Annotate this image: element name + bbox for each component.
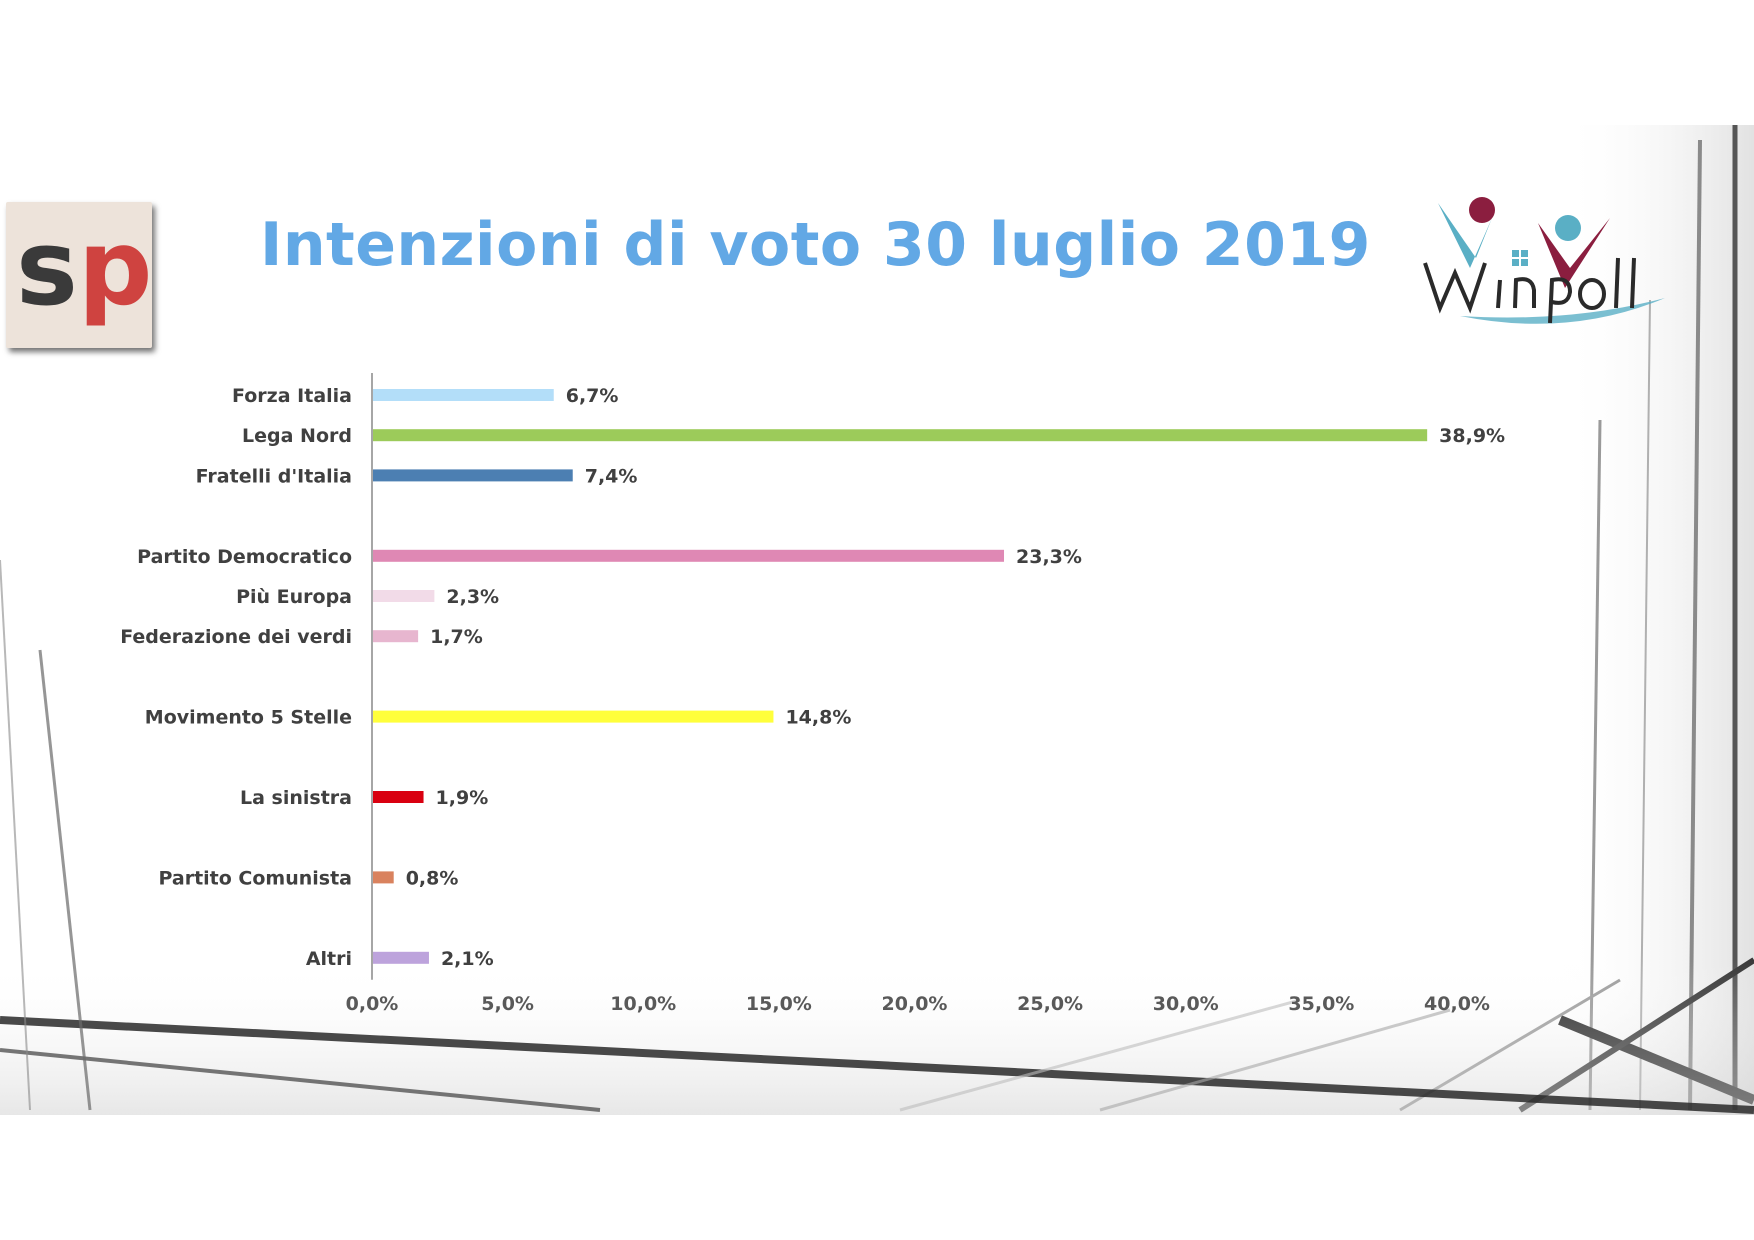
bar-lega-nord [372, 429, 1428, 442]
winpoll-logo [1423, 197, 1665, 324]
bar-partito-comunista [372, 871, 394, 884]
bars-group [372, 389, 1428, 964]
value-labels-group: 6,7% 38,9% 7,4% 23,3% 2,3% 1,7% 14,8% 1,9% 0,8% 2… [406, 385, 1505, 970]
category-label-movimento-5-stelle: Movimento 5 Stelle [145, 707, 352, 729]
x-tick-label: 20,0% [882, 993, 948, 1015]
bar-movimento-5-stelle [372, 710, 774, 723]
sp-logo: s p [6, 202, 152, 348]
category-label-federazione-dei-verdi: Federazione dei verdi [120, 626, 352, 648]
value-label-lega-nord: 38,9% [1439, 425, 1505, 447]
x-tick-label: 35,0% [1288, 993, 1354, 1015]
x-axis-ticks-group: 0,0% 5,0% 10,0% 15,0% 20,0% 25,0% 30,0% 35,0% 40… [346, 993, 1490, 1015]
bar-pi-europa [372, 590, 435, 602]
category-label-partito-comunista: Partito Comunista [158, 867, 352, 889]
bar-fratelli-d-italia [372, 469, 573, 482]
category-label-partito-democratico: Partito Democratico [137, 546, 352, 568]
category-label-pi-europa: Più Europa [236, 586, 352, 608]
sp-logo-p: p [78, 207, 153, 329]
category-label-la-sinistra: La sinistra [240, 787, 352, 809]
sp-logo-s: s [16, 207, 78, 329]
value-label-federazione-dei-verdi: 1,7% [430, 626, 483, 648]
x-tick-label: 40,0% [1424, 993, 1490, 1015]
x-tick-label: 30,0% [1153, 993, 1219, 1015]
bar-federazione-dei-verdi [372, 630, 419, 643]
x-tick-label: 0,0% [346, 993, 399, 1015]
value-label-fratelli-d-italia: 7,4% [585, 465, 638, 487]
category-label-lega-nord: Lega Nord [242, 425, 352, 447]
bar-partito-democratico [372, 549, 1005, 562]
bar-la-sinistra [372, 791, 424, 803]
value-label-movimento-5-stelle: 14,8% [785, 707, 851, 729]
value-label-partito-comunista: 0,8% [406, 867, 459, 889]
category-label-fratelli-d-italia: Fratelli d'Italia [196, 465, 352, 487]
value-label-la-sinistra: 1,9% [436, 787, 489, 809]
category-label-altri: Altri [306, 948, 352, 970]
category-label-forza-italia: Forza Italia [232, 385, 352, 407]
x-tick-label: 15,0% [746, 993, 812, 1015]
category-labels-group: Forza Italia Lega Nord Fratelli d'Italia Pa… [120, 385, 352, 970]
value-label-pi-europa: 2,3% [446, 586, 499, 608]
value-label-altri: 2,1% [441, 948, 494, 970]
x-tick-label: 25,0% [1017, 993, 1083, 1015]
bar-forza-italia [372, 389, 554, 401]
value-label-partito-democratico: 23,3% [1016, 546, 1082, 568]
bar-altri [372, 951, 429, 964]
x-tick-label: 10,0% [610, 993, 676, 1015]
page-title: Intenzioni di voto 30 luglio 2019 [260, 210, 1371, 280]
x-tick-label: 5,0% [481, 993, 534, 1015]
value-label-forza-italia: 6,7% [566, 385, 619, 407]
